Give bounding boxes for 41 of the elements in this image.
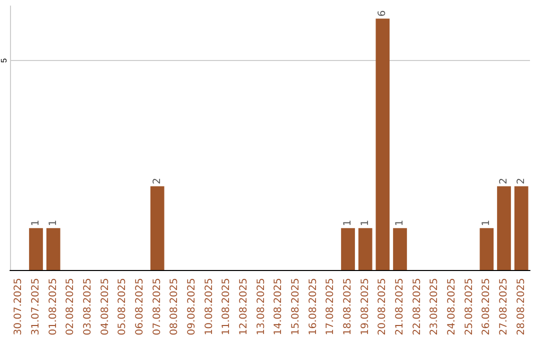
- x-tick-label: 19.08.2025: [360, 278, 371, 336]
- x-tick-label: 21.08.2025: [394, 278, 406, 336]
- x-tick-label: 28.08.2025: [516, 278, 527, 336]
- x-tick-label: 15.08.2025: [290, 278, 302, 336]
- data-label: 1: [481, 220, 492, 226]
- data-label: 1: [342, 220, 354, 226]
- x-tick-label: 27.08.2025: [498, 278, 510, 336]
- x-tick-label: 09.08.2025: [186, 278, 198, 336]
- data-label: 6: [377, 10, 388, 17]
- data-label: 1: [48, 220, 59, 226]
- y-tick-label: 5: [0, 58, 8, 63]
- x-tick-label: 17.08.2025: [325, 278, 336, 336]
- x-tick-label: 31.07.2025: [30, 278, 42, 336]
- x-tick-label: 01.08.2025: [48, 278, 59, 336]
- x-tick-label: 05.08.2025: [117, 278, 128, 336]
- data-label: 1: [394, 220, 406, 226]
- x-tick-label: 11.08.2025: [221, 278, 232, 336]
- x-tick-label: 18.08.2025: [342, 278, 354, 336]
- x-tick-label: 04.08.2025: [100, 278, 111, 336]
- x-tick-label: 07.08.2025: [152, 278, 163, 336]
- x-tick-label: 06.08.2025: [134, 278, 146, 336]
- data-label: 2: [498, 178, 510, 184]
- x-tick-label: 12.08.2025: [238, 278, 250, 336]
- x-tick-label: 14.08.2025: [273, 278, 284, 336]
- x-tick-label: 25.08.2025: [464, 278, 475, 336]
- x-tick-label: 30.07.2025: [13, 278, 24, 336]
- x-tick-label: 13.08.2025: [256, 278, 267, 336]
- x-tick-label: 03.08.2025: [82, 278, 94, 336]
- x-tick-label: 22.08.2025: [412, 278, 423, 336]
- x-tick-label: 26.08.2025: [481, 278, 492, 336]
- x-tick-label: 20.08.2025: [377, 278, 388, 336]
- data-label: 2: [152, 178, 163, 184]
- x-tick-label: 02.08.2025: [65, 278, 76, 336]
- data-label: 1: [360, 220, 371, 226]
- x-tick-label: 10.08.2025: [204, 278, 215, 336]
- data-label: 2: [516, 178, 527, 184]
- x-tick-label: 08.08.2025: [169, 278, 180, 336]
- data-label: 1: [30, 220, 42, 226]
- x-tick-label: 23.08.2025: [429, 278, 440, 336]
- x-tick-label: 16.08.2025: [308, 278, 319, 336]
- x-tick-label: 24.08.2025: [446, 278, 458, 336]
